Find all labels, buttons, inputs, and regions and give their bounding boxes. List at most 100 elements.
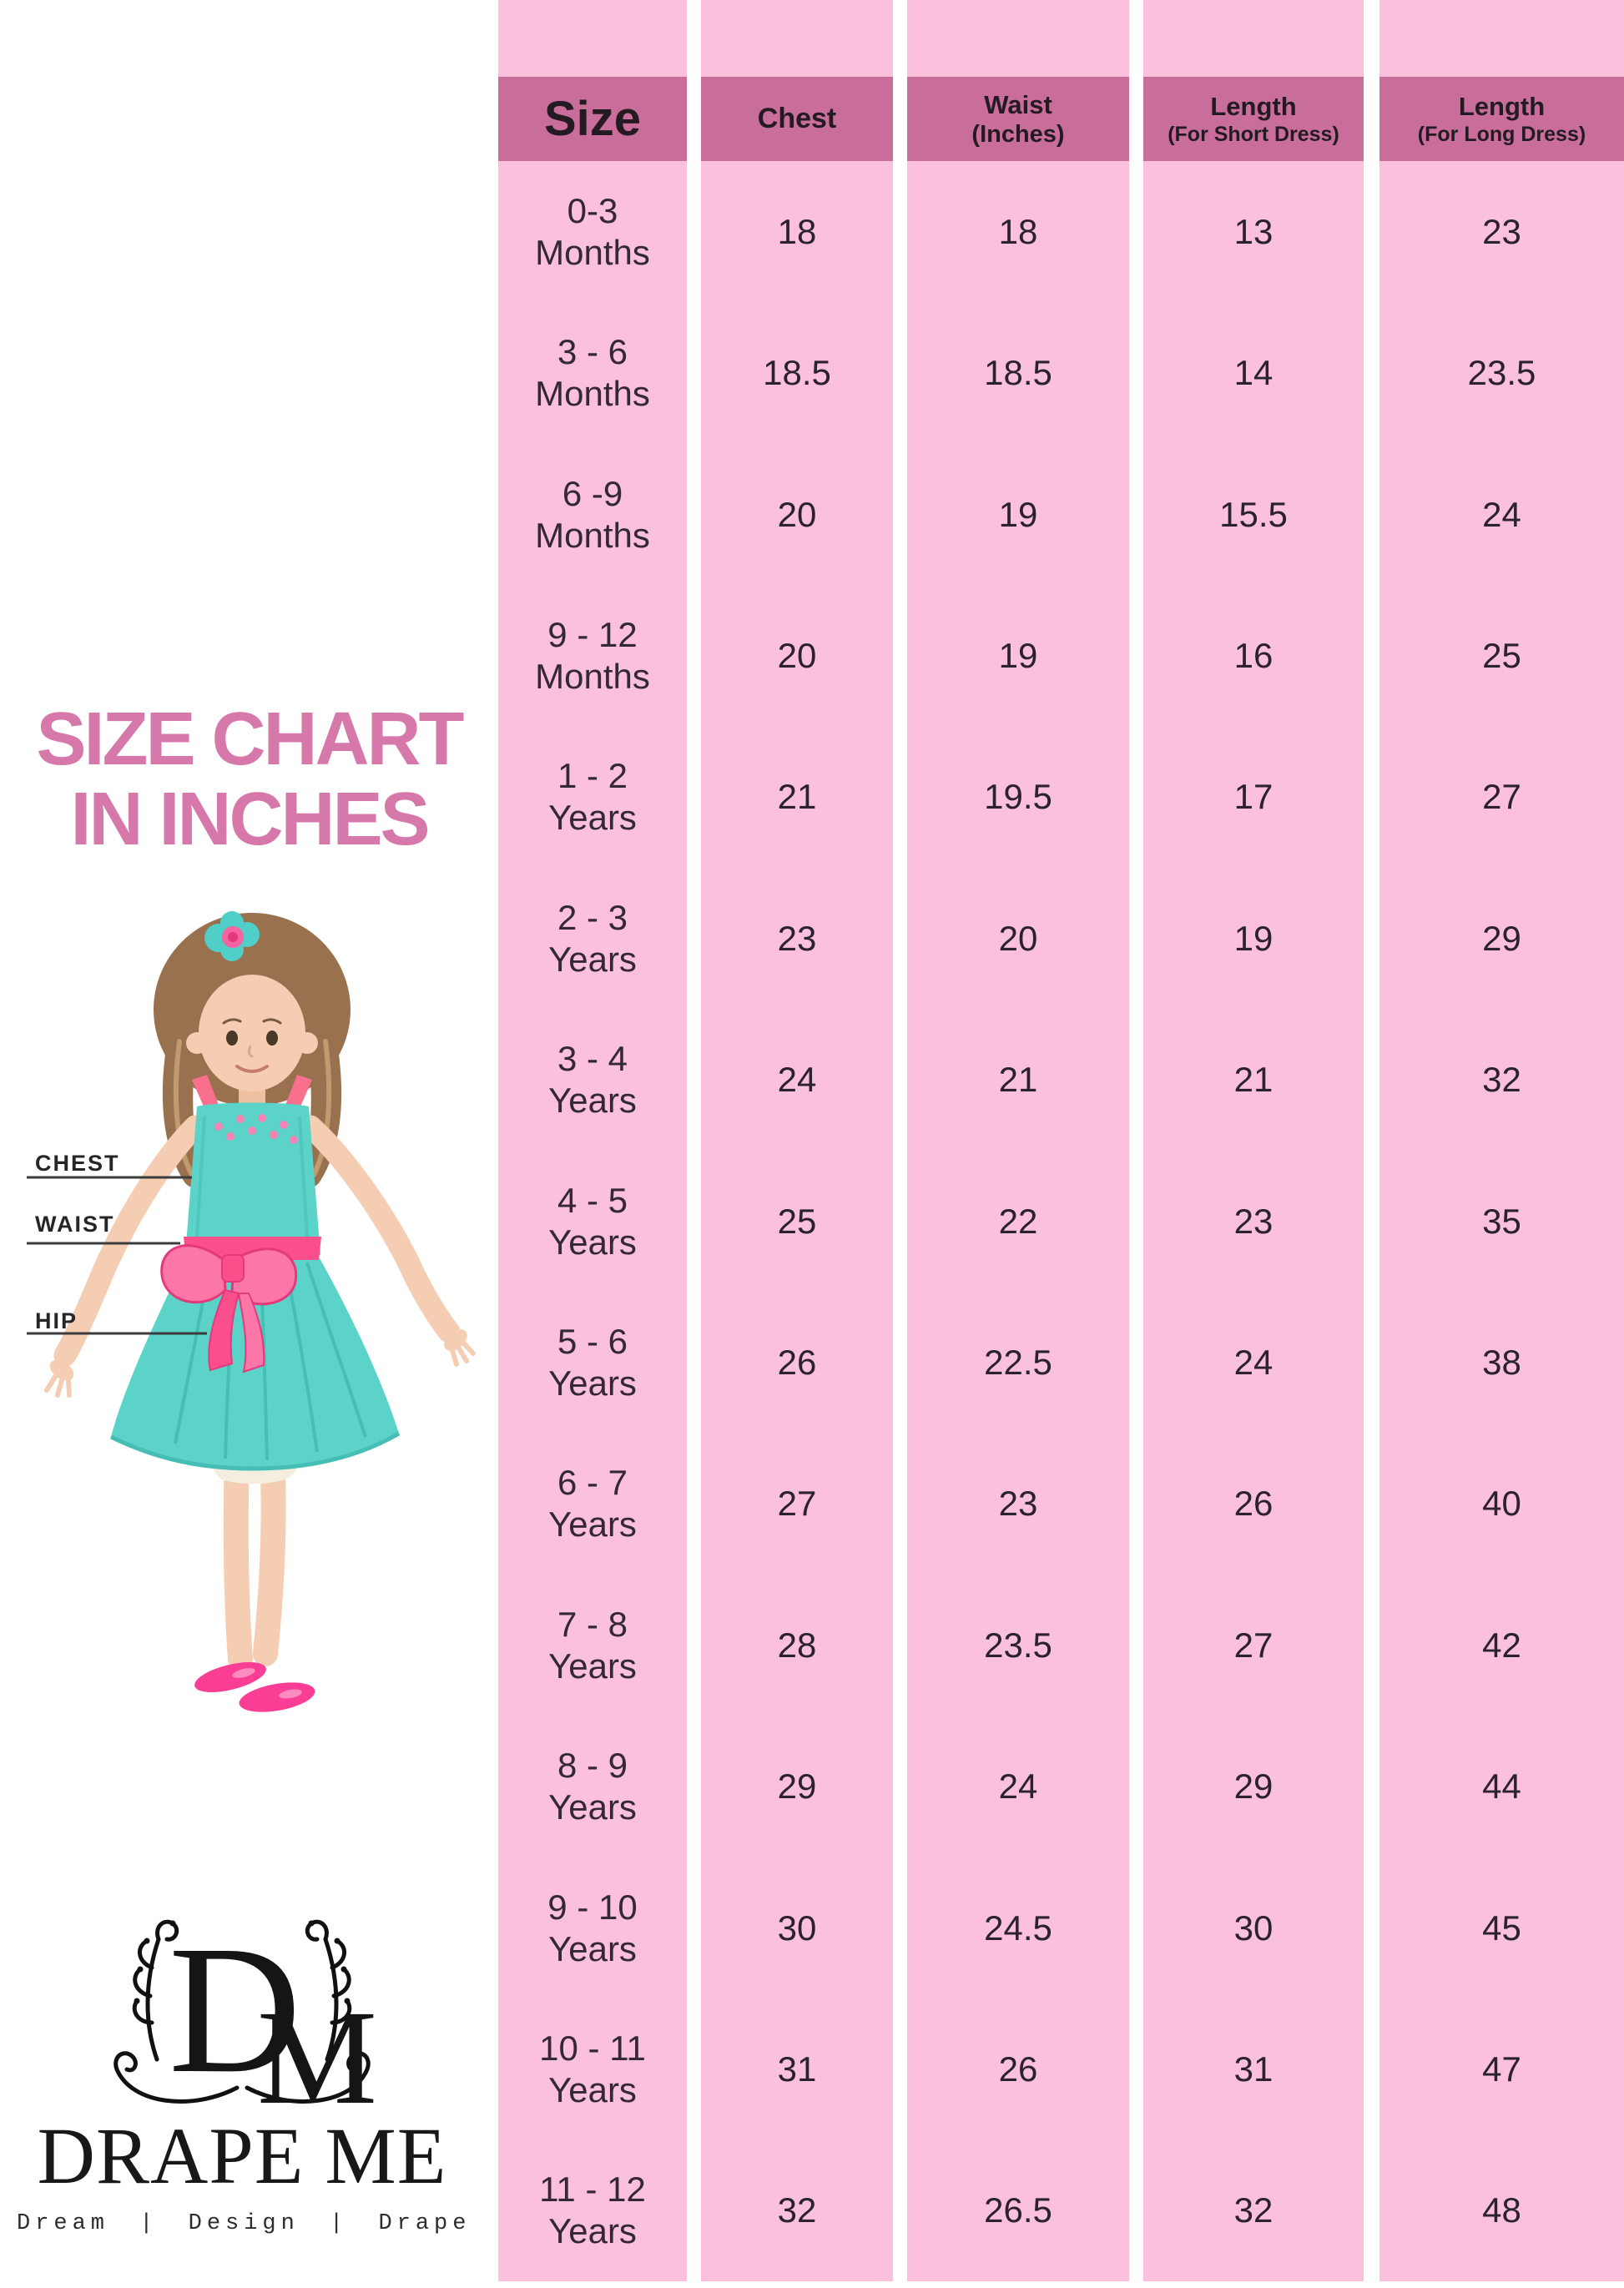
chest-label: CHEST — [35, 1151, 120, 1176]
column-header-length-long: Length (For Long Dress) — [1379, 77, 1624, 161]
table-cell: 29 — [777, 1766, 817, 1807]
table-cell: 44 — [1482, 1766, 1521, 1807]
legs — [223, 1444, 286, 1671]
table-cell: 10 - 11 Years — [498, 1998, 687, 2139]
table-cell: 13 — [1233, 211, 1273, 251]
table-cell: 15.5 — [1219, 494, 1288, 534]
table-cell: 8 - 9 Years — [498, 1716, 687, 1857]
table-cell: 24 — [1233, 1342, 1273, 1382]
size-unit: Years — [548, 1222, 637, 1262]
table-cell: 7 - 8 Years — [498, 1575, 687, 1716]
table-cell: 19 — [998, 494, 1038, 534]
table-cell: 18 — [777, 211, 817, 251]
table-cell: 5 - 6 Years — [498, 1292, 687, 1433]
table-cell: 1 - 2 Years — [498, 727, 687, 868]
title-line-2: IN INCHES — [70, 778, 430, 861]
table-cell: 27 — [777, 1484, 817, 1524]
table-cell: 18.5 — [984, 353, 1052, 393]
header-label: Chest — [757, 103, 837, 134]
table-cell: 22.5 — [984, 1342, 1052, 1382]
size-unit: Years — [548, 2069, 637, 2109]
table-cell: 42 — [1482, 1625, 1521, 1665]
table-cell: 11 - 12 Years — [498, 2140, 687, 2281]
size-range: 7 - 8 — [557, 1604, 628, 1644]
table-cell: 19.5 — [984, 777, 1052, 817]
column-header-size: Size — [498, 77, 687, 161]
measurement-callouts: CHEST WAIST HIP — [27, 1151, 207, 1335]
header-label: Waist — [984, 89, 1052, 119]
table-cell: 31 — [1233, 2049, 1273, 2089]
table-cell: 20 — [777, 635, 817, 675]
table-cell: 30 — [1233, 1908, 1273, 1948]
size-unit: Years — [548, 2211, 637, 2251]
table-cell: 20 — [998, 918, 1038, 958]
size-range: 9 - 10 — [547, 1887, 638, 1927]
size-unit: Months — [535, 232, 650, 272]
table-cell: 19 — [1233, 918, 1273, 958]
monogram-letter-d: D — [169, 1908, 301, 2111]
column-cells: 18 18.5 20 20 21 23 24 25 26 27 28 29 30… — [701, 161, 893, 2281]
table-cell: 9 - 12 Months — [498, 585, 687, 726]
brand-logo: D M DRAPE ME Dream | Design | Drape — [17, 1901, 467, 2251]
size-unit: Years — [548, 1504, 637, 1545]
size-unit: Years — [548, 798, 637, 838]
table-cell: 20 — [777, 494, 817, 534]
waist-label: WAIST — [35, 1212, 115, 1237]
table-cell: 3 - 6 Months — [498, 302, 687, 443]
table-cell: 27 — [1233, 1625, 1273, 1665]
size-unit: Years — [548, 1645, 637, 1686]
table-cell: 32 — [1482, 1060, 1521, 1100]
table-cell: 32 — [777, 2190, 817, 2230]
arms — [44, 1115, 476, 1398]
title-line-1: SIZE CHART — [36, 698, 465, 781]
size-range: 11 - 12 — [539, 2170, 646, 2210]
face — [186, 975, 318, 1091]
table-cell: 16 — [1233, 635, 1273, 675]
table-cell: 0-3 Months — [498, 161, 687, 302]
table-cell: 18 — [998, 211, 1038, 251]
column-chest: Chest 18 18.5 20 20 21 23 24 25 26 27 28… — [701, 0, 893, 2281]
table-cell: 14 — [1233, 353, 1273, 393]
size-range: 9 - 12 — [547, 614, 638, 654]
header-label: Length — [1458, 91, 1546, 121]
hair-fringe — [177, 946, 327, 1025]
table-cell: 4 - 5 Years — [498, 1151, 687, 1292]
table-cell: 26 — [1233, 1484, 1273, 1524]
monogram-letter-m: M — [257, 1983, 377, 2111]
size-range: 3 - 6 — [557, 332, 628, 372]
column-waist: Waist (Inches) 18 18.5 19 19 19.5 20 21 … — [907, 0, 1129, 2281]
column-header-chest: Chest — [701, 77, 893, 161]
shoes — [194, 1661, 315, 1712]
table-cell: 24 — [1482, 494, 1521, 534]
table-cell: 6 -9 Months — [498, 444, 687, 585]
header-label: Size — [543, 92, 642, 146]
column-length-long: Length (For Long Dress) 23 23.5 24 25 27… — [1379, 0, 1624, 2281]
table-cell: 26 — [777, 1342, 817, 1382]
size-unit: Months — [535, 656, 650, 696]
logo-monogram: D M — [113, 1908, 377, 2111]
table-cell: 23.5 — [984, 1625, 1052, 1665]
hip-label: HIP — [35, 1308, 78, 1333]
table-cell: 24 — [998, 1766, 1038, 1807]
table-cell: 47 — [1482, 2049, 1521, 2089]
table-cell: 35 — [1482, 1201, 1521, 1241]
table-cell: 2 - 3 Years — [498, 868, 687, 1009]
size-range: 3 - 4 — [557, 1039, 628, 1079]
size-range: 4 - 5 — [557, 1180, 628, 1220]
table-cell: 24 — [777, 1060, 817, 1100]
table-cell: 32 — [1233, 2190, 1273, 2230]
table-cell: 26 — [998, 2049, 1038, 2089]
size-range: 6 - 7 — [557, 1463, 628, 1503]
size-range: 8 - 9 — [557, 1746, 628, 1786]
bodice-dots — [214, 1114, 298, 1144]
table-cell: 38 — [1482, 1342, 1521, 1382]
table-cell: 25 — [1482, 635, 1521, 675]
dress-bodice — [185, 1075, 320, 1255]
table-cell: 6 - 7 Years — [498, 1434, 687, 1575]
table-cell: 23.5 — [1467, 353, 1536, 393]
table-cell: 23 — [777, 918, 817, 958]
size-unit: Years — [548, 1787, 637, 1827]
column-length-short: Length (For Short Dress) 13 14 15.5 16 1… — [1143, 0, 1364, 2281]
size-unit: Months — [535, 515, 650, 555]
